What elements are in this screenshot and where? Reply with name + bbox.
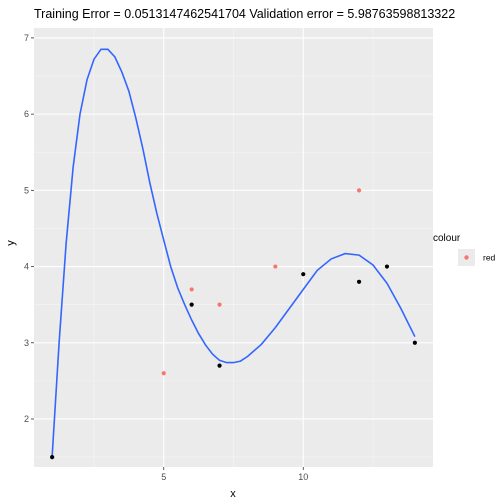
data-point-red [356,188,362,193]
y-tick-label: 4 [24,262,29,272]
data-point-black [356,279,362,284]
grid-major-lines [34,28,433,467]
y-tick-label: 6 [24,109,29,119]
x-tick-label: 5 [161,472,166,482]
x-axis: 5 10 [161,467,308,482]
y-tick-label: 7 [24,33,29,43]
data-point-black [412,340,417,345]
data-points [50,188,417,460]
data-point-black [217,363,222,368]
legend: colour red [433,233,496,266]
data-point-black [384,264,390,269]
data-point-red [161,371,166,376]
y-axis: 2 3 4 5 6 7 [24,33,34,424]
data-point-red [273,264,278,269]
data-point-red [217,302,222,307]
data-point-black [301,272,306,277]
y-tick-label: 3 [24,338,29,348]
y-tick-label: 2 [24,414,29,424]
legend-label-red: red [483,253,496,263]
grid-minor-lines [34,28,433,467]
fit-curve-line [51,48,416,458]
x-tick-label: 10 [298,472,308,482]
y-tick-label: 5 [24,185,29,195]
data-point-black [189,302,194,307]
legend-title: colour [433,233,461,244]
legend-key-red [464,255,469,260]
data-point-red [189,287,194,292]
x-axis-title: x [230,488,236,500]
y-axis-title: y [5,240,17,246]
data-point-black [50,454,55,460]
chart-title: Training Error = 0.0513147462541704 Vali… [34,7,455,21]
